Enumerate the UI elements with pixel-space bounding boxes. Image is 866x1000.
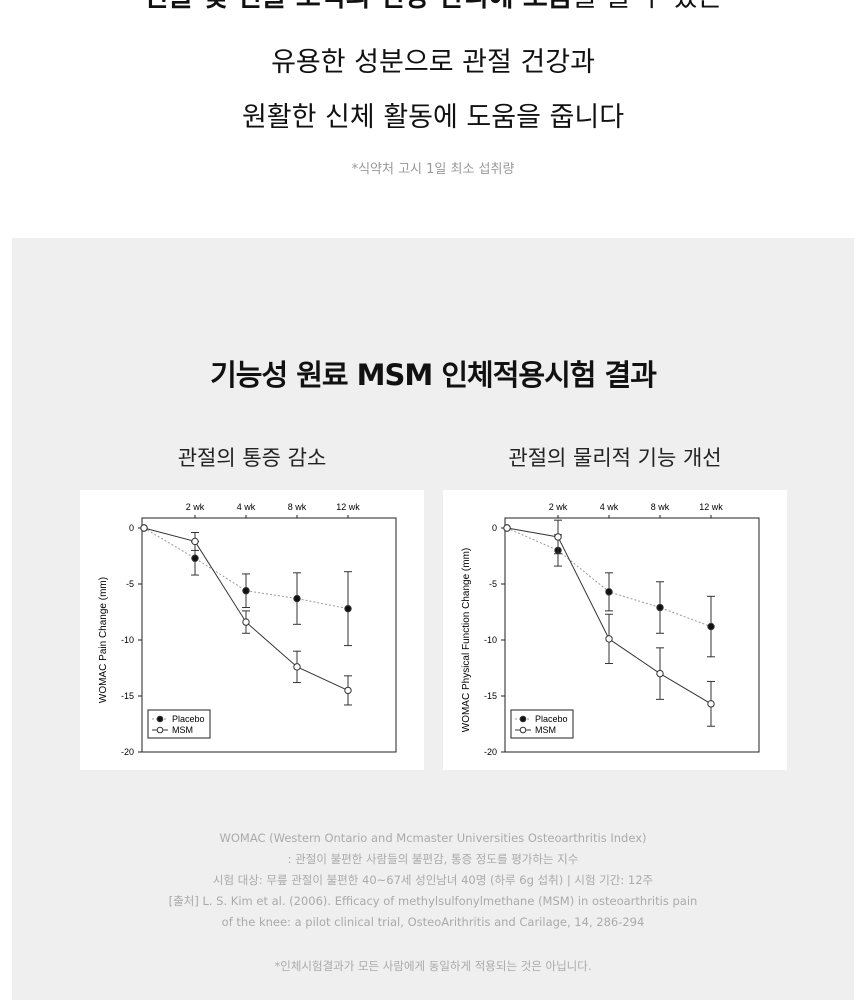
disclaimer: *인체시험결과가 모든 사람에게 동일하게 적용되는 것은 아닙니다. xyxy=(274,959,592,973)
x-tick-label: 12 wk xyxy=(336,502,360,512)
y-tick-label: 0 xyxy=(492,523,497,533)
intro-line-0: 연골 및 연골 조직의 건강 관리에 도움을 줄 수 있는 xyxy=(0,0,866,16)
y-tick-label: -5 xyxy=(126,579,134,589)
x-tick-label: 2 wk xyxy=(186,502,205,512)
data-point-msm xyxy=(503,524,511,532)
intro-note: *식약처 고시 1일 최소 섭취량 xyxy=(351,162,515,177)
legend-label: MSM xyxy=(535,725,556,735)
data-point-placebo xyxy=(605,588,613,596)
legend-label: Placebo xyxy=(535,714,568,724)
data-point-msm xyxy=(293,663,301,671)
x-tick-label: 8 wk xyxy=(288,502,307,512)
legend-marker xyxy=(519,715,527,723)
intro-bold: 연골 및 연골 조직의 건강 관리에 도움 xyxy=(144,0,573,13)
chart-pain-svg: 0 -5 -10 -15 -20 2 wk 4 wk 8 wk 12 wk WOMAC Pain … xyxy=(98,502,397,757)
intro-rest: 을 줄 수 있는 xyxy=(573,0,723,13)
footnote: 시험 대상: 무릎 관절이 불편한 40~67세 성인남녀 40명 (하루 6g… xyxy=(212,873,654,887)
y-tick-label: -20 xyxy=(121,747,134,757)
y-tick-label: -5 xyxy=(489,579,497,589)
data-point-msm xyxy=(242,618,250,626)
footnotes: WOMAC (Western Ontario and Mcmaster Univ… xyxy=(0,828,866,933)
y-axis-label: WOMAC Physical Function Change (mm) xyxy=(461,548,472,733)
plot-frame xyxy=(504,517,760,753)
x-tick-label: 2 wk xyxy=(549,502,568,512)
legend-marker xyxy=(156,715,164,723)
y-axis-label: WOMAC Pain Change (mm) xyxy=(98,577,109,703)
x-tick-label: 4 wk xyxy=(237,502,256,512)
legend-marker xyxy=(156,726,164,734)
series-line-msm xyxy=(143,527,349,691)
x-tick-label: 8 wk xyxy=(651,502,670,512)
intro-line-2: 원활한 신체 활동에 도움을 줍니다 xyxy=(241,102,625,133)
footnote: [출처] L. S. Kim et al. (2006). Efficacy o… xyxy=(168,894,698,908)
plot-frame xyxy=(141,517,397,753)
footnote: WOMAC (Western Ontario and Mcmaster Univ… xyxy=(219,831,647,845)
data-point-placebo xyxy=(242,587,250,595)
x-tick-label: 12 wk xyxy=(699,502,723,512)
data-point-placebo xyxy=(191,554,199,562)
footnote: of the knee: a pilot clinical trial, Ost… xyxy=(221,915,645,929)
data-point-msm xyxy=(344,686,352,695)
y-tick-label: 0 xyxy=(129,523,134,533)
data-point-msm xyxy=(656,669,664,678)
legend-label: Placebo xyxy=(172,714,205,724)
series-line-placebo xyxy=(143,527,349,610)
legend-marker xyxy=(519,726,527,734)
data-point-placebo xyxy=(707,622,715,631)
chart-subtitle-pain: 관절의 통증 감소 xyxy=(177,446,327,470)
y-tick-label: -20 xyxy=(484,747,497,757)
legend-box xyxy=(147,709,211,739)
y-tick-label: -15 xyxy=(484,691,497,701)
data-point-msm xyxy=(605,635,613,643)
chart-function: 0 -5 -10 -15 -20 2 wk 4 wk 8 wk 12 wk WOMAC Physi… xyxy=(443,490,787,770)
data-point-placebo xyxy=(293,594,301,603)
footnote: : 관절이 불편한 사람들의 불편감, 통증 정도를 평가하는 지수 xyxy=(287,852,579,866)
legend-box xyxy=(510,709,574,739)
intro-line-1: 유용한 성분으로 관절 건강과 xyxy=(271,47,595,78)
y-tick-label: -10 xyxy=(121,635,134,645)
data-point-msm xyxy=(707,700,715,708)
legend-label: MSM xyxy=(172,725,193,735)
chart-pain: 0 -5 -10 -15 -20 2 wk 4 wk 8 wk 12 wk WOMAC Pain … xyxy=(80,490,424,770)
x-tick-label: 4 wk xyxy=(600,502,619,512)
data-point-msm xyxy=(554,533,562,541)
data-point-placebo xyxy=(656,603,664,612)
data-point-msm xyxy=(191,537,199,546)
chart-function-svg: 0 -5 -10 -15 -20 2 wk 4 wk 8 wk 12 wk WOMAC Physi… xyxy=(461,502,760,757)
section-title: 기능성 원료 MSM 인체적용시험 결과 xyxy=(210,358,657,392)
chart-subtitle-function: 관절의 물리적 기능 개선 xyxy=(508,446,722,470)
data-point-placebo xyxy=(344,604,352,613)
y-tick-label: -10 xyxy=(484,635,497,645)
y-tick-label: -15 xyxy=(121,691,134,701)
data-point-msm xyxy=(140,524,148,532)
